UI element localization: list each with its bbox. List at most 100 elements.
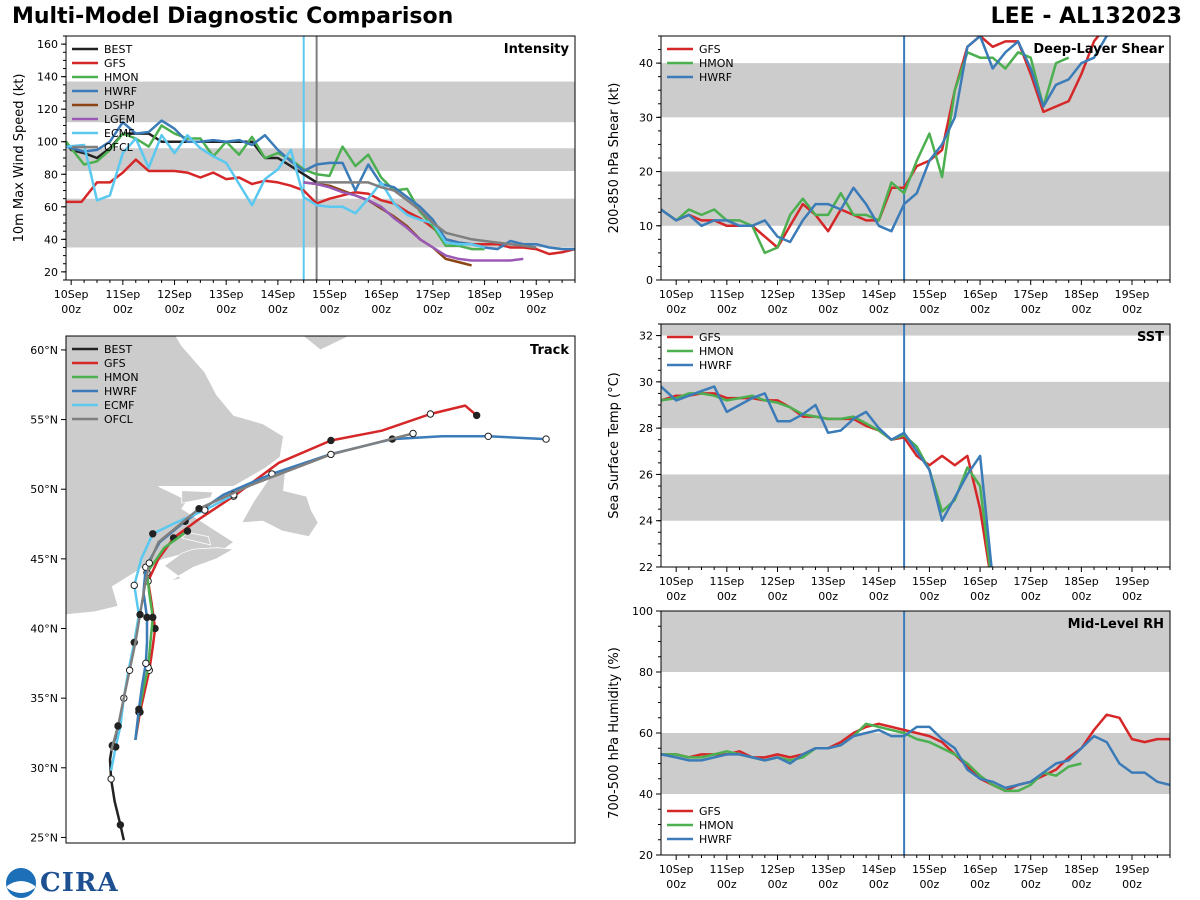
- legend-label: GFS: [104, 357, 126, 370]
- track-point: [125, 666, 134, 674]
- track-point: [409, 429, 417, 438]
- y-tick-label: 30: [639, 376, 653, 389]
- land-mass: [181, 490, 214, 504]
- y-tick-label: 100: [37, 136, 58, 149]
- x-tick-label-hour: 00z: [717, 590, 737, 603]
- x-tick-label-day: 11Sep: [709, 288, 744, 301]
- lat-tick-label: 30°N: [30, 762, 58, 775]
- x-tick-label-hour: 00z: [768, 303, 788, 316]
- track-point: [135, 705, 143, 713]
- rh-chart: 20 40 60 80 100 10Sep 00z 11Sep 00z 12Sep 00z 13Sep…: [607, 605, 1171, 891]
- x-tick-label-day: 17Sep: [1013, 863, 1048, 876]
- x-tick-label-day: 11Sep: [709, 863, 744, 876]
- x-tick-label-day: 12Sep: [157, 288, 192, 301]
- x-tick-label-day: 15Sep: [912, 288, 947, 301]
- x-tick-label-day: 11Sep: [105, 288, 140, 301]
- track-point: [116, 821, 125, 829]
- shaded-band: [661, 324, 1170, 336]
- series-line-hwrf: [661, 36, 1109, 244]
- x-tick-label-hour: 00z: [1122, 303, 1142, 316]
- legend-label: HWRF: [699, 71, 732, 84]
- shaded-band: [661, 733, 1170, 794]
- y-tick-label: 28: [639, 422, 653, 435]
- y-tick-label: 26: [639, 468, 653, 481]
- y-tick-label: 160: [37, 38, 58, 51]
- panel-title: Deep-Layer Shear: [1033, 42, 1164, 57]
- x-tick-label-day: 14Sep: [861, 575, 896, 588]
- shear-chart: 0 10 20 30 40 10Sep 00z 11Sep 00z 12Sep 00z 13Sep 00…: [607, 35, 1171, 316]
- y-tick-label: 20: [44, 266, 58, 279]
- track-point: [327, 436, 335, 445]
- legend-label: LGEM: [104, 113, 135, 126]
- land-mass: [163, 547, 236, 582]
- sst-chart: 22 24 26 28 30 32 10Sep 00z 11Sep 00z 12Sep 00z 13Se…: [607, 323, 1171, 603]
- x-tick-label-hour: 00z: [165, 303, 185, 316]
- y-axis-label: 10m Max Wind Speed (kt): [12, 74, 27, 243]
- x-tick-label-day: 18Sep: [467, 288, 502, 301]
- x-tick-label-hour: 00z: [869, 878, 889, 891]
- x-tick-label-day: 15Sep: [912, 575, 947, 588]
- series-line-ofcl: [316, 181, 537, 249]
- shaded-band: [661, 611, 1170, 672]
- x-tick-label-hour: 00z: [768, 878, 788, 891]
- track-point: [195, 505, 203, 513]
- land-mass: [180, 531, 212, 546]
- x-tick-label-day: 11Sep: [709, 575, 744, 588]
- x-tick-label-day: 19Sep: [1115, 863, 1150, 876]
- x-tick-label-hour: 00z: [1071, 590, 1091, 603]
- land-mass: [302, 336, 350, 351]
- x-tick-label-hour: 00z: [113, 303, 133, 316]
- shaded-band: [66, 81, 575, 123]
- y-axis-label: 200-850 hPa Shear (kt): [607, 83, 622, 234]
- x-tick-label-hour: 00z: [920, 590, 940, 603]
- track-point: [183, 527, 192, 535]
- y-tick-label: 40: [639, 57, 653, 70]
- x-tick-label-hour: 00z: [768, 590, 788, 603]
- x-tick-label-day: 16Sep: [364, 288, 399, 301]
- page-title: Multi-Model Diagnostic Comparison: [12, 4, 454, 29]
- legend-label: HWRF: [699, 833, 732, 846]
- legend-label: BEST: [104, 343, 132, 356]
- y-tick-label: 40: [639, 788, 653, 801]
- x-tick-label-hour: 00z: [818, 590, 838, 603]
- y-tick-label: 60: [44, 201, 58, 214]
- x-tick-label-hour: 00z: [970, 878, 990, 891]
- map-frame: [65, 335, 576, 844]
- x-tick-label-hour: 00z: [423, 303, 443, 316]
- x-tick-label-day: 19Sep: [1115, 288, 1150, 301]
- x-tick-label-day: 12Sep: [760, 863, 795, 876]
- x-tick-label-hour: 00z: [970, 590, 990, 603]
- lat-tick-label: 35°N: [30, 692, 58, 705]
- legend-label: HWRF: [104, 385, 137, 398]
- track-point: [142, 659, 150, 668]
- series-line-hwrf: [66, 119, 575, 251]
- legend-label: GFS: [104, 57, 126, 70]
- series-line-gfs: [66, 158, 575, 256]
- y-tick-label: 120: [37, 103, 58, 116]
- y-tick-label: 80: [639, 666, 653, 679]
- lat-tick-label: 40°N: [30, 623, 58, 636]
- x-tick-label-hour: 00z: [920, 878, 940, 891]
- legend-label: ECMF: [104, 399, 134, 412]
- series-line-hwrf: [661, 385, 993, 567]
- shaded-band: [661, 474, 1170, 521]
- x-tick-label-hour: 00z: [717, 303, 737, 316]
- x-tick-label-hour: 00z: [666, 878, 686, 891]
- x-tick-label-hour: 00z: [1122, 878, 1142, 891]
- x-tick-label-hour: 00z: [526, 303, 546, 316]
- series-line-ecmf: [66, 133, 485, 249]
- x-tick-label-hour: 00z: [717, 878, 737, 891]
- x-tick-label-hour: 00z: [1021, 303, 1041, 316]
- y-tick-label: 140: [37, 71, 58, 84]
- x-tick-label-hour: 00z: [216, 303, 236, 316]
- shaded-band: [661, 381, 1170, 429]
- track-point: [327, 450, 335, 459]
- x-tick-label-hour: 00z: [869, 590, 889, 603]
- y-tick-label: 20: [639, 166, 653, 179]
- legend-label: ECMF: [104, 127, 134, 140]
- y-tick-label: 24: [639, 515, 653, 528]
- x-tick-label-hour: 00z: [1122, 590, 1142, 603]
